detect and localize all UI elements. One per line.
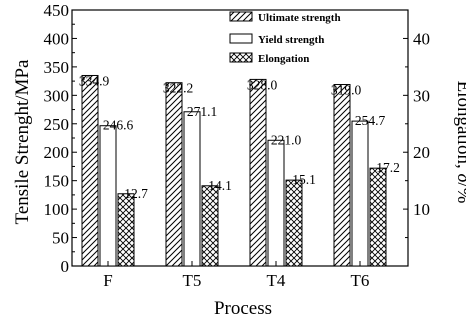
data-label-elongation: 12.7: [124, 186, 148, 201]
y-tick-label: 450: [44, 1, 70, 20]
bar-ultimate: [165, 82, 183, 267]
y2-tick-label: 30: [413, 86, 430, 105]
x-axis-title: Process: [214, 298, 272, 319]
y2-tick-label: 40: [413, 29, 430, 48]
bar-yield: [99, 125, 117, 267]
y2-tick-label: 20: [413, 143, 430, 162]
legend-label-elongation: Elongation: [258, 53, 309, 65]
legend-label-ultimate: Ultimate strength: [258, 12, 341, 24]
x-tick-label: F: [103, 271, 112, 290]
y-tick-label: 50: [52, 229, 69, 248]
legend-swatch-ultimate: [229, 11, 253, 22]
y-tick-label: 0: [61, 257, 70, 276]
x-tick-label: T5: [183, 271, 202, 290]
bar-elongation: [117, 193, 135, 267]
y-tick-label: 300: [44, 86, 70, 105]
x-tick-label: T6: [351, 271, 370, 290]
data-label-ultimate: 334.9: [79, 73, 110, 88]
bar-elongation: [285, 179, 303, 267]
plot-area: 0 50 100 150 200 250 300 350 400 450 10 20 30 40 334.9…: [44, 1, 431, 290]
data-label-ultimate: 328.0: [247, 77, 278, 92]
y-tick-label: 150: [44, 172, 70, 191]
y-tick-label: 250: [44, 115, 70, 134]
legend-swatch-elongation: [229, 52, 253, 63]
data-label-yield: 271.1: [187, 104, 217, 119]
data-label-yield: 221.0: [271, 132, 302, 147]
y-axis-title: Tensile Strenght/MPa: [12, 59, 33, 224]
data-label-yield: 246.6: [103, 118, 134, 133]
bar-yield: [267, 139, 285, 267]
y-tick-label: 100: [44, 200, 70, 219]
data-label-ultimate: 319.0: [331, 83, 362, 98]
bar-yield: [183, 111, 201, 267]
data-label-elongation: 15.1: [292, 172, 316, 187]
legend-swatch-yield: [229, 33, 253, 44]
x-tick-label: T4: [267, 271, 286, 290]
y-tick-label: 350: [44, 58, 70, 77]
y-tick-label: 400: [44, 29, 70, 48]
y2-axis-title-symbol: δ: [453, 173, 466, 183]
y2-axis-title: Elongation, δ/%: [453, 81, 466, 204]
data-label-ultimate: 322.2: [163, 81, 193, 96]
data-label-elongation: 17.2: [376, 160, 400, 175]
y2-axis-title-prefix: Elongation,: [453, 81, 466, 174]
legend: Ultimate strength Yield strength Elongat…: [229, 11, 341, 65]
bar-ultimate: [81, 74, 99, 267]
legend-label-yield: Yield strength: [258, 34, 324, 46]
y2-axis-title-suffix: /%: [453, 182, 466, 203]
bar-ultimate: [249, 78, 267, 267]
bar-elongation: [201, 185, 219, 267]
y2-tick-label: 10: [413, 200, 430, 219]
data-label-elongation: 14.1: [208, 178, 232, 193]
bar-elongation: [369, 167, 387, 267]
data-label-yield: 254.7: [355, 113, 386, 128]
y-tick-label: 200: [44, 143, 70, 162]
bar-ultimate: [333, 84, 351, 267]
bar-yield: [351, 120, 369, 267]
